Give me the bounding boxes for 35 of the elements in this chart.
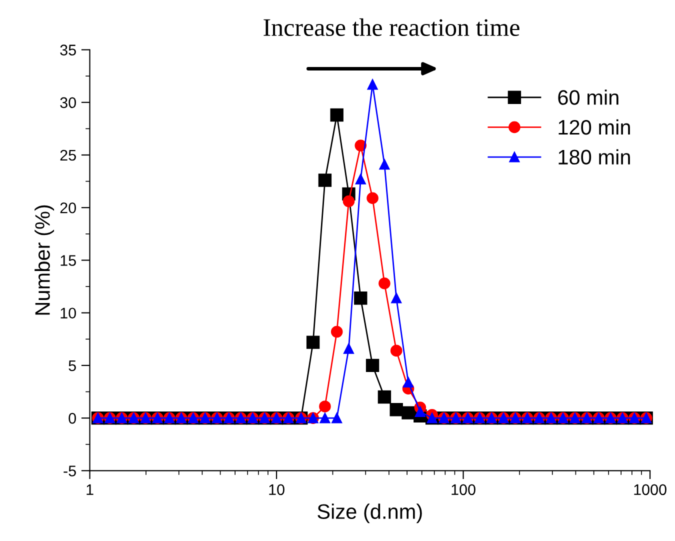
point [320,412,330,424]
point [391,292,402,304]
chart-title: Increase the reaction time [264,18,520,36]
y-tick-label: 15 [60,255,76,266]
y-tick-label: -5 [64,466,76,476]
legend-label: 180 min [558,149,630,165]
x-tick-label: 10 [269,484,284,496]
x-tick-label: 1 [86,484,94,495]
legend-label: 120 min [558,119,630,135]
y-tick-label: 25 [60,150,76,161]
y-tick-label: 5 [68,360,76,372]
y-tick-label: 0 [68,412,76,424]
point [306,336,320,349]
point [379,159,390,170]
point [414,406,426,417]
y-tick-label: 20 [60,202,76,214]
point [378,390,392,404]
point [355,174,366,184]
x-tick-label: 1000 [634,484,666,496]
point [330,108,344,122]
point [354,292,368,305]
x-tick-label: 100 [452,484,476,496]
y-tick-label: 30 [60,97,76,108]
point [402,406,415,420]
legend-label: 60 min [558,90,618,105]
point [344,343,354,354]
point [403,377,414,388]
y-axis-title: Number (%) [34,205,54,315]
point [318,174,332,187]
point [332,412,342,424]
point [366,358,380,372]
y-tick-label: 10 [60,308,76,319]
y-tick-label: 35 [60,44,76,56]
point [367,79,378,90]
x-axis-title: Size (d.nm) [318,504,422,524]
